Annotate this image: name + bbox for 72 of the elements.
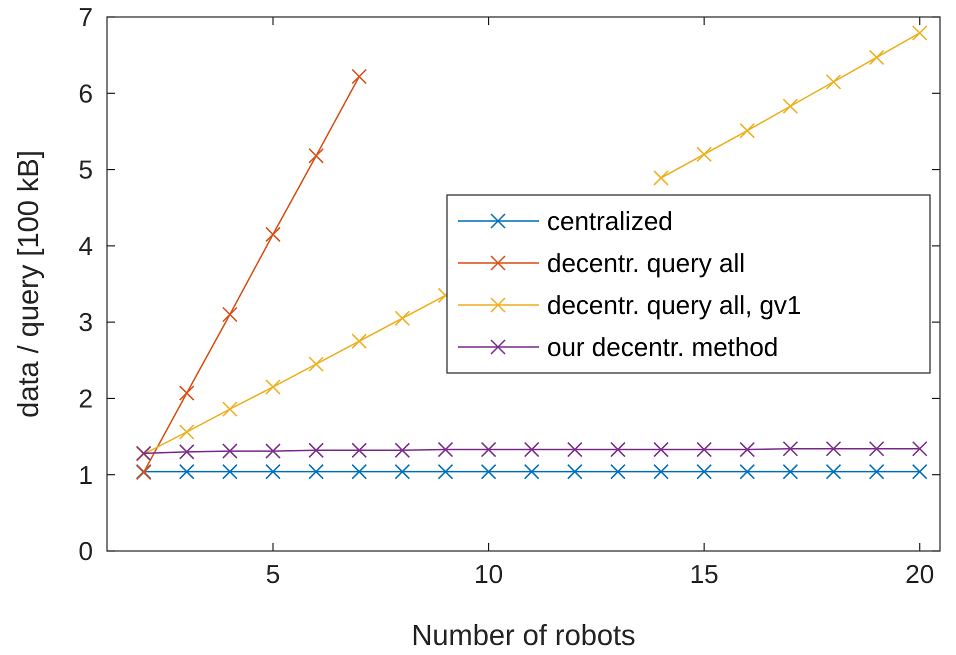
point [912, 25, 928, 41]
point [222, 306, 238, 322]
point [179, 385, 195, 401]
point [351, 464, 367, 480]
x-tick-label: 5 [266, 559, 280, 589]
point [740, 122, 756, 138]
point [653, 170, 669, 186]
point [179, 464, 195, 480]
point [265, 379, 281, 395]
y-tick-label: 4 [78, 230, 93, 261]
point [826, 464, 842, 480]
point [394, 310, 410, 326]
point [868, 441, 884, 457]
point [438, 442, 454, 458]
legend-label: centralized [547, 206, 673, 236]
point [351, 333, 367, 349]
point [912, 464, 928, 480]
point [222, 401, 238, 417]
legend-label: our decentr. method [547, 332, 778, 362]
point [567, 442, 583, 458]
point [438, 464, 454, 480]
point [610, 464, 626, 480]
y-tick-label: 2 [78, 384, 93, 414]
point [782, 98, 798, 114]
point [782, 464, 798, 480]
x-tick-label: 10 [474, 559, 504, 589]
y-tick-label: 3 [78, 307, 93, 338]
point [308, 148, 324, 164]
y-tick-label: 1 [78, 460, 93, 490]
point [912, 441, 928, 457]
point [868, 464, 884, 480]
point [524, 442, 540, 458]
y-axis-title: data / query [100 kB] [13, 150, 45, 418]
y-tick-label: 0 [78, 536, 93, 566]
x-tick-label: 20 [905, 559, 934, 589]
point [567, 464, 583, 480]
x-tick-label: 15 [690, 559, 719, 589]
x-axis-title: Number of robots [411, 620, 636, 652]
point [222, 443, 238, 459]
point [696, 464, 712, 480]
point [222, 464, 238, 480]
point [265, 464, 281, 480]
y-tick-label: 6 [78, 78, 93, 108]
point [394, 464, 410, 480]
point [826, 74, 842, 90]
point [740, 442, 756, 458]
point [480, 464, 496, 480]
point [524, 464, 540, 480]
point [265, 226, 281, 242]
point [782, 441, 798, 457]
point [740, 464, 756, 480]
point [308, 356, 324, 372]
point [696, 146, 712, 162]
point [179, 444, 195, 460]
point [308, 442, 324, 458]
y-tick-label: 7 [78, 2, 93, 32]
point [351, 442, 367, 458]
point [308, 464, 324, 480]
legend-label: decentr. query all [547, 248, 746, 278]
point [826, 441, 842, 457]
point [480, 442, 496, 458]
point [265, 443, 281, 459]
point [351, 68, 367, 84]
point [394, 442, 410, 458]
point [610, 442, 626, 458]
point [653, 464, 669, 480]
point [696, 442, 712, 458]
y-tick-label: 5 [78, 154, 93, 185]
point [653, 442, 669, 458]
point [179, 424, 195, 440]
legend-label: decentr. query all, gv1 [547, 290, 802, 320]
point [868, 50, 884, 66]
